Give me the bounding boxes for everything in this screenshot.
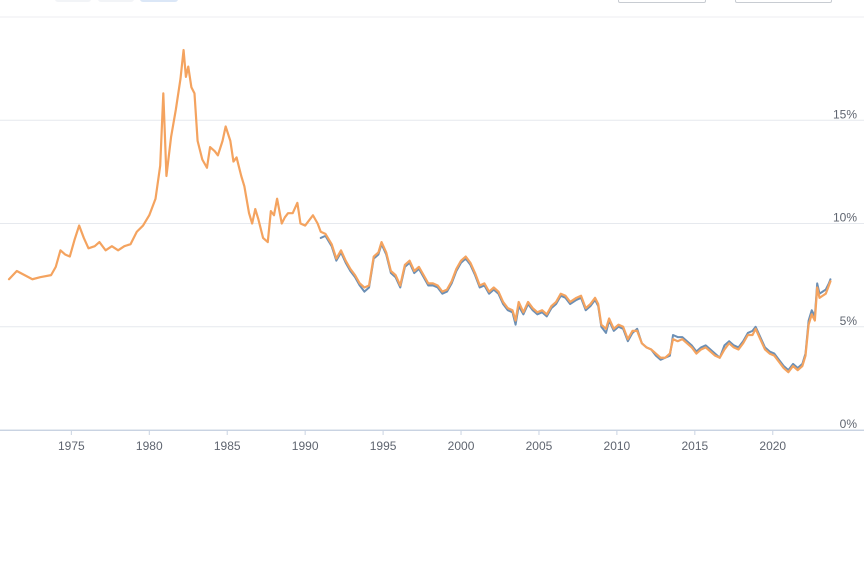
x-tick-label: 2015 xyxy=(681,439,708,453)
end-date-input[interactable] xyxy=(735,0,832,3)
y-tick-label: 5% xyxy=(840,314,858,328)
range-button-3[interactable] xyxy=(140,0,178,2)
range-button-2[interactable] xyxy=(98,0,134,2)
x-tick-label: 2020 xyxy=(759,439,786,453)
series-layer xyxy=(7,48,832,374)
y-tick-label: 10% xyxy=(833,211,857,225)
x-tick-label: 1990 xyxy=(292,439,319,453)
chart-toolbar xyxy=(0,0,864,6)
x-tick-label: 1980 xyxy=(136,439,163,453)
x-tick-label: 1975 xyxy=(58,439,85,453)
start-date-input[interactable] xyxy=(618,0,706,3)
x-tick-label: 2005 xyxy=(526,439,553,453)
series-line-2[interactable] xyxy=(319,234,832,372)
y-tick-label: 15% xyxy=(833,107,857,121)
gridlines xyxy=(0,16,864,431)
x-tick-label: 2000 xyxy=(448,439,475,453)
x-axis: 1975 1980 1985 1990 1995 2000 2005 2010 2015 2020 xyxy=(0,430,864,453)
series-line-1[interactable] xyxy=(7,48,832,374)
x-tick-label: 1985 xyxy=(214,439,241,453)
range-button-1[interactable] xyxy=(55,0,91,2)
x-tick-label: 2010 xyxy=(604,439,631,453)
x-tick-label: 1995 xyxy=(370,439,397,453)
y-tick-label: 0% xyxy=(840,417,858,431)
y-axis: 0% 5% 10% 15% xyxy=(833,107,857,431)
